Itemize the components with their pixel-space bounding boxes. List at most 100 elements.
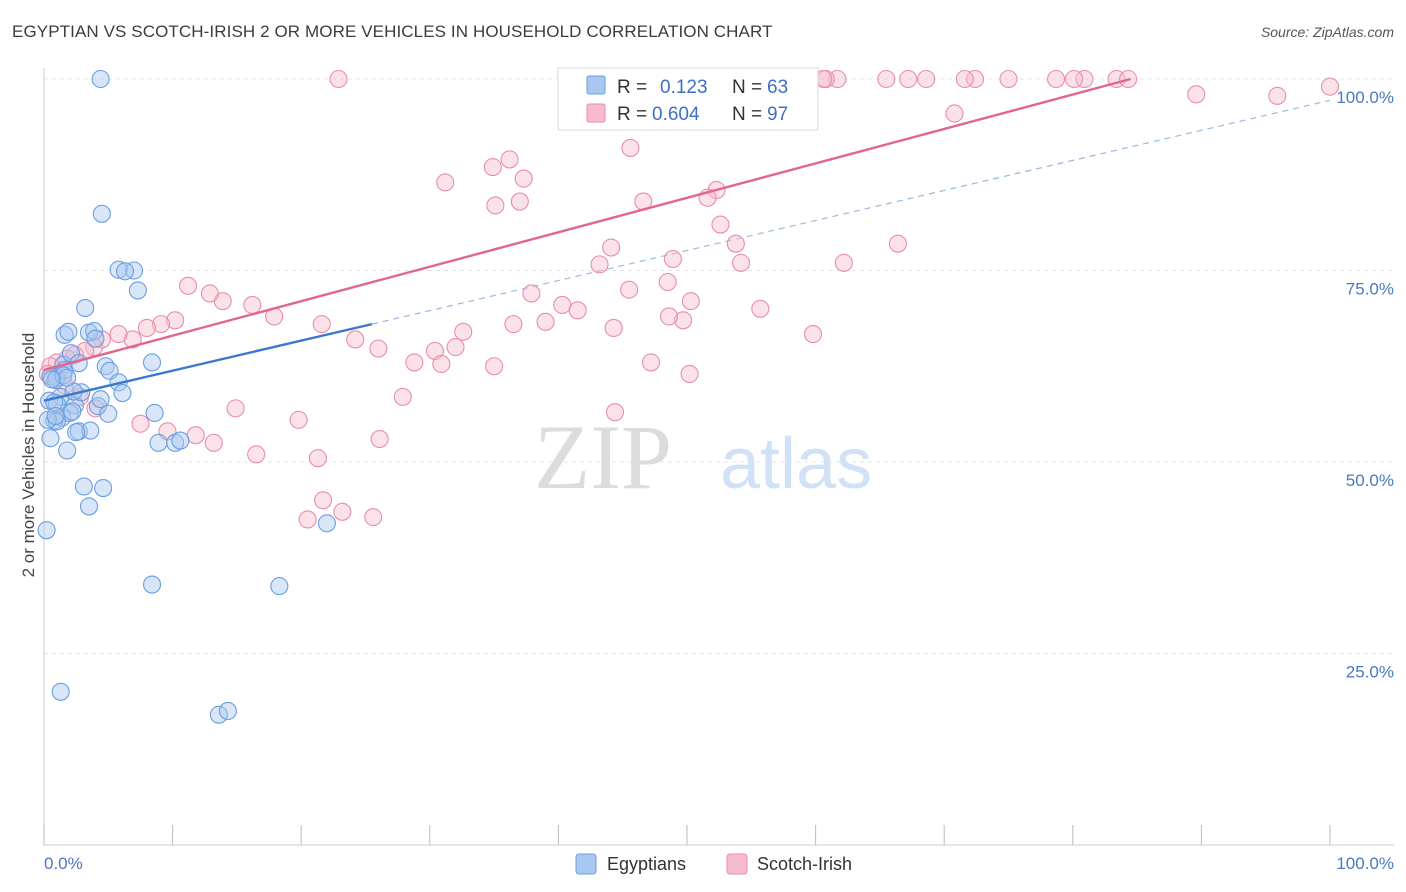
scotch-irish-point: [186, 426, 205, 445]
scotch-irish-point: [178, 276, 198, 295]
egyptians-point: [76, 298, 95, 318]
egyptians-point: [218, 701, 237, 721]
egyptians-point: [270, 577, 289, 596]
scotch-irish-point: [247, 445, 266, 464]
scotch-irish-point: [955, 69, 974, 89]
scotch-irish-point: [204, 433, 223, 452]
egyptians-point: [92, 204, 111, 223]
egyptians-point: [109, 260, 128, 279]
scotch-irish-point: [485, 357, 504, 376]
scotch-irish-point: [166, 311, 185, 330]
scotch-irish-point: [370, 429, 389, 449]
scotch-irish-point: [109, 325, 128, 344]
scotch-irish-point: [602, 238, 621, 257]
x-tick-labels: 0.0% 100.0%: [44, 854, 1394, 873]
scotch-irish-point: [333, 502, 352, 521]
scotch-irish-point: [454, 322, 473, 341]
egyptians-point: [42, 370, 61, 389]
y-tick-label: 50.0%: [1346, 471, 1394, 490]
scotch-irish-point: [899, 69, 918, 89]
egyptians-point: [99, 404, 118, 423]
scotch-irish-point: [298, 510, 317, 529]
egyptians-point: [41, 429, 60, 448]
scotch-irish-point: [123, 330, 142, 349]
scotch-irish-point: [711, 215, 730, 234]
scotch-irish-point: [590, 255, 609, 274]
legend-swatch-scotch-irish: [726, 853, 748, 875]
y-axis-label: 2 or more Vehicles in Household: [19, 333, 38, 578]
x-tick-label-min: 0.0%: [44, 854, 83, 873]
y-tick-label: 100.0%: [1336, 88, 1394, 107]
scotch-irish-point: [308, 449, 327, 468]
scotch-irish-point: [137, 318, 156, 338]
scotch-irish-point: [553, 295, 572, 315]
scotch-irish-point: [1268, 86, 1287, 105]
egyptians-point: [209, 705, 228, 724]
egyptians-point: [142, 353, 162, 372]
y-tick-label: 75.0%: [1346, 280, 1394, 299]
stats-swatch-scotch-irish: [586, 103, 606, 123]
scotch-irish-point: [510, 192, 529, 211]
egyptians-point: [88, 397, 108, 416]
scotch-irish-point: [243, 295, 262, 315]
egyptians-point: [67, 423, 86, 442]
stats-n-label-scotch-irish: N =: [732, 104, 762, 125]
scotch-irish-point: [803, 325, 823, 344]
scotch-irish-point: [888, 234, 907, 253]
egyptians-point: [142, 575, 162, 594]
x-tick-label-max: 100.0%: [1336, 854, 1394, 873]
scotch-irish-point: [289, 410, 308, 429]
scotch-irish-point: [945, 104, 964, 123]
stats-swatch-egyptians: [586, 75, 606, 95]
stats-r-value-scotch-irish: 0.604: [652, 104, 700, 125]
scotch-irish-point: [514, 169, 533, 188]
scotch-irish-point: [680, 364, 699, 383]
y-tick-labels: 25.0% 50.0% 75.0% 100.0%: [1336, 88, 1394, 682]
egyptians-point: [128, 281, 147, 300]
stats-box: R = 0.123 N = 63 R = 0.604 N = 97: [557, 67, 819, 131]
scotch-irish-point: [726, 234, 745, 253]
scotch-irish-point: [731, 253, 751, 272]
scotch-irish-point: [1187, 85, 1206, 104]
scotch-irish-point: [1320, 77, 1340, 96]
scotch-irish-point: [641, 353, 661, 372]
scotch-irish-point: [658, 272, 677, 292]
legend: Egyptians Scotch-Irish: [575, 853, 852, 875]
scotch-irish-point: [314, 491, 333, 510]
egyptians-points: [37, 69, 336, 724]
egyptians-point: [145, 403, 164, 423]
scotch-irish-point: [681, 292, 700, 311]
egyptians-point: [58, 441, 77, 460]
scotch-irish-point: [522, 284, 541, 303]
source-label: Source: ZipAtlas.com: [1260, 24, 1394, 40]
scotch-irish-point: [999, 69, 1018, 89]
scotch-irish-point: [483, 158, 502, 177]
stats-n-label-egyptians: N =: [732, 77, 762, 98]
scotch-irish-point: [877, 69, 896, 89]
scotch-irish-point: [500, 150, 519, 169]
egyptians-point: [51, 682, 70, 701]
scotch-irish-point: [504, 315, 523, 334]
stats-n-value-scotch-irish: 97: [767, 104, 788, 125]
egyptians-point: [91, 390, 110, 409]
egyptians-trend-line: [43, 322, 373, 402]
scotch-irish-point: [131, 414, 150, 433]
scotch-irish-point: [364, 508, 383, 527]
scotch-irish-point: [312, 315, 331, 334]
stats-r-label-egyptians: R =: [617, 77, 647, 98]
scotch-irish-point: [834, 253, 853, 272]
scotch-irish-point: [226, 399, 245, 418]
scotch-irish-point: [432, 354, 451, 374]
egyptians-point: [46, 406, 65, 426]
watermark-atlas: atlas: [720, 424, 872, 504]
egyptians-point: [91, 69, 110, 89]
egyptians-point: [94, 478, 113, 498]
scotch-irish-point: [751, 299, 770, 318]
stats-r-label-scotch-irish: R =: [617, 104, 647, 125]
egyptians-point: [317, 514, 336, 533]
scotch-irish-point: [536, 312, 555, 331]
scotch-irish-point: [486, 196, 505, 215]
egyptians-point: [113, 384, 132, 403]
chart-title: EGYPTIAN VS SCOTCH-IRISH 2 OR MORE VEHIC…: [12, 22, 773, 41]
